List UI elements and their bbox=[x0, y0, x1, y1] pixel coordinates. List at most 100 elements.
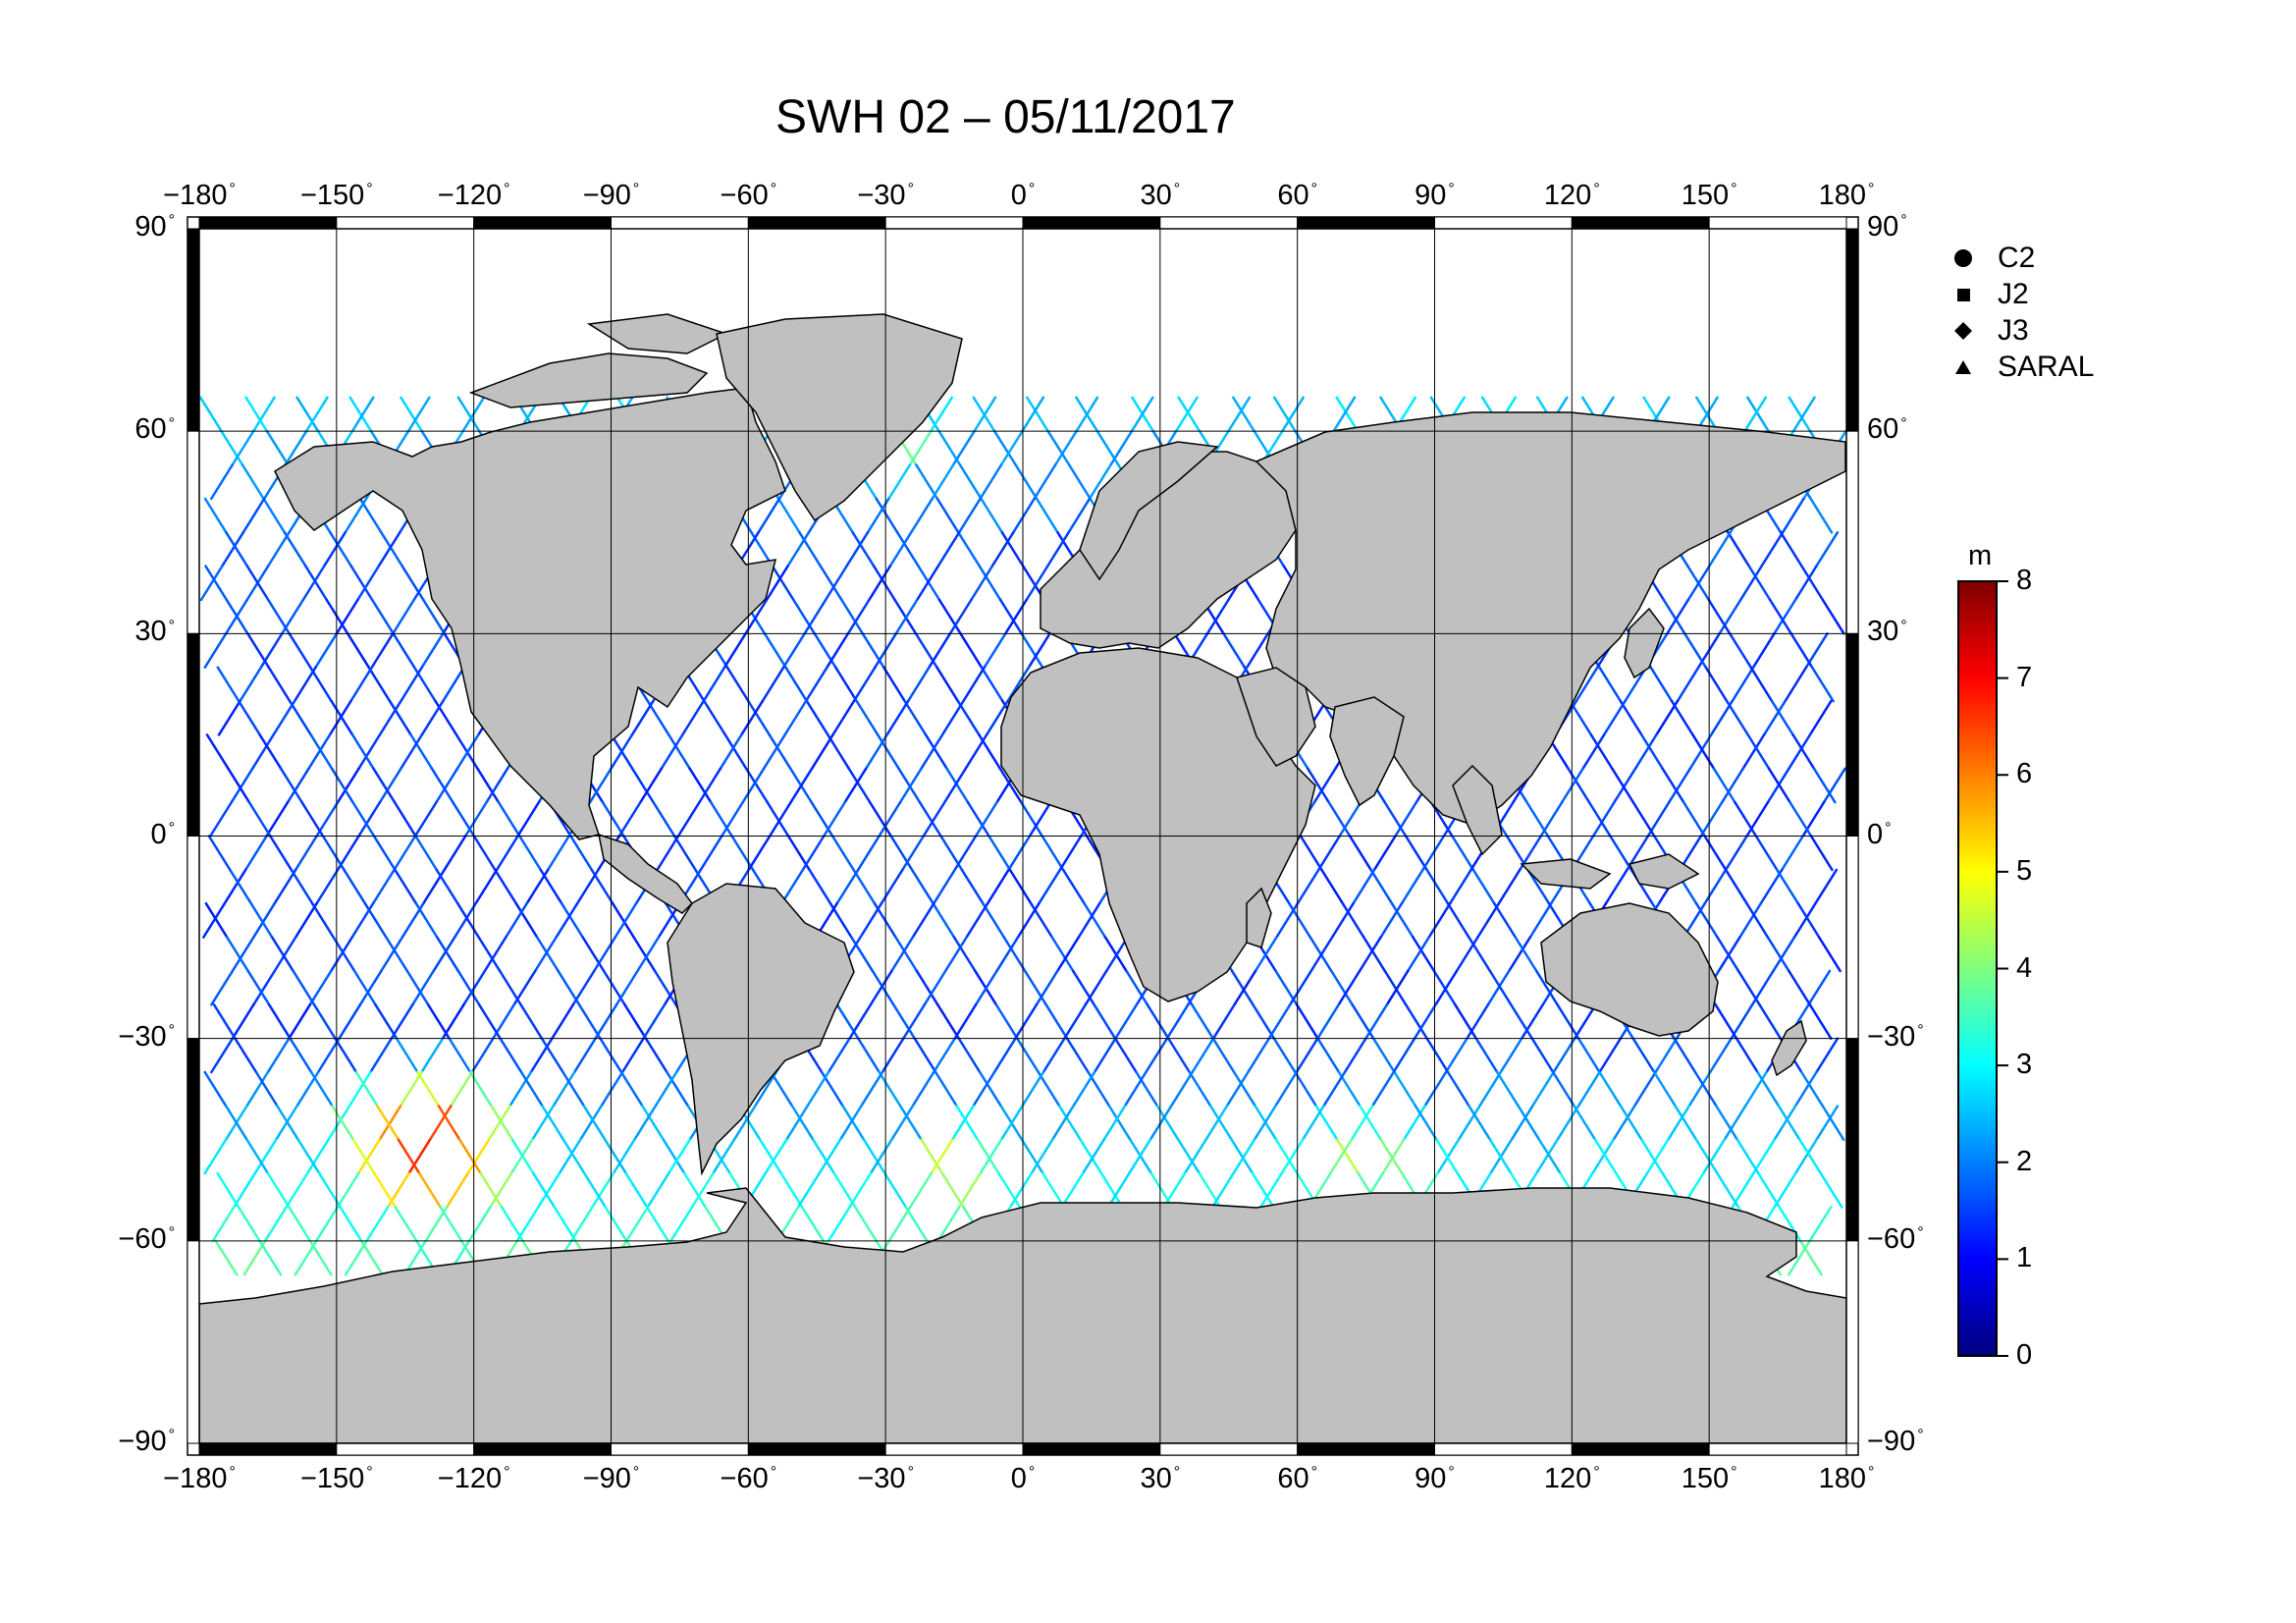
track-segment bbox=[841, 1105, 866, 1142]
track-segment bbox=[1335, 396, 1360, 433]
legend-item-saral: SARAL bbox=[1949, 349, 2094, 385]
track-segment bbox=[376, 1105, 400, 1142]
track-segment bbox=[652, 800, 676, 838]
track-segment bbox=[824, 565, 848, 602]
track-segment bbox=[1493, 901, 1518, 939]
track-segment bbox=[1703, 868, 1728, 905]
track-segment bbox=[204, 901, 229, 939]
track-segment bbox=[1604, 868, 1629, 905]
track-segment bbox=[783, 699, 808, 736]
track-segment bbox=[922, 800, 946, 838]
track-segment bbox=[241, 497, 266, 534]
track-segment bbox=[1673, 1037, 1697, 1074]
track-segment bbox=[448, 1037, 472, 1074]
track-segment bbox=[252, 901, 276, 939]
track-segment bbox=[487, 1105, 511, 1142]
track-segment bbox=[744, 598, 769, 635]
track-segment bbox=[409, 733, 434, 771]
track-segment bbox=[1674, 1105, 1698, 1142]
track-segment bbox=[940, 699, 965, 736]
track-segment bbox=[1735, 1037, 1759, 1074]
track-segment bbox=[935, 497, 960, 534]
track-segment bbox=[541, 1105, 565, 1142]
track-segment bbox=[1793, 1070, 1818, 1108]
track-segment bbox=[330, 936, 353, 973]
track-segment bbox=[1272, 396, 1297, 433]
track-segment bbox=[646, 699, 670, 736]
track-segment bbox=[757, 497, 781, 534]
track-segment bbox=[1602, 699, 1627, 736]
track-segment bbox=[1412, 936, 1436, 973]
track-segment bbox=[818, 1138, 842, 1175]
track-segment bbox=[372, 767, 397, 804]
axis-tick-label: −90 ° bbox=[1867, 1426, 1924, 1457]
track-segment bbox=[1232, 1138, 1256, 1175]
track-segment bbox=[931, 463, 955, 501]
track-segment bbox=[703, 699, 727, 736]
track-segment bbox=[1619, 699, 1643, 736]
track-segment bbox=[279, 767, 303, 804]
track-segment bbox=[709, 800, 733, 838]
track-segment bbox=[1155, 1105, 1180, 1142]
track-segment bbox=[894, 936, 919, 973]
track-segment bbox=[1316, 1037, 1341, 1074]
track-segment bbox=[909, 497, 934, 534]
track-segment bbox=[588, 767, 613, 804]
track-segment bbox=[1649, 666, 1674, 703]
frame-segment bbox=[611, 216, 749, 230]
track-segment bbox=[1716, 936, 1740, 973]
track-segment bbox=[1020, 1138, 1044, 1175]
track-segment bbox=[845, 531, 870, 568]
track-segment bbox=[1390, 901, 1415, 939]
track-segment bbox=[747, 699, 772, 736]
track-segment bbox=[712, 1138, 736, 1175]
track-segment bbox=[861, 632, 885, 669]
track-segment bbox=[1088, 463, 1112, 501]
legend-item-c2: C2 bbox=[1949, 240, 2094, 276]
track-segment bbox=[864, 733, 888, 771]
track-segment bbox=[624, 1171, 649, 1209]
track-segment bbox=[1371, 1037, 1396, 1074]
track-segment bbox=[593, 936, 616, 973]
track-segment bbox=[217, 699, 241, 736]
track-segment bbox=[1759, 868, 1784, 905]
track-segment bbox=[768, 733, 792, 771]
track-segment bbox=[951, 429, 976, 466]
track-segment bbox=[1002, 936, 1027, 973]
track-segment bbox=[288, 632, 312, 669]
track-segment bbox=[414, 835, 439, 872]
track-segment bbox=[1014, 1003, 1039, 1040]
axis-tick-label: 30 ° bbox=[1140, 180, 1181, 211]
track-segment bbox=[1766, 936, 1790, 973]
track-segment bbox=[610, 733, 634, 771]
track-segment bbox=[1743, 1070, 1768, 1108]
track-segment bbox=[405, 969, 430, 1006]
track-segment bbox=[420, 632, 445, 669]
axis-tick-label: 30 ° bbox=[1140, 1463, 1181, 1494]
track-segment bbox=[979, 463, 1003, 501]
axis-tick-label: −60 ° bbox=[1867, 1222, 1924, 1255]
track-segment bbox=[928, 632, 952, 669]
track-segment bbox=[531, 1105, 555, 1142]
frame-segment bbox=[1845, 836, 1859, 1040]
track-segment bbox=[740, 699, 765, 736]
track-segment bbox=[1576, 1037, 1601, 1074]
track-segment bbox=[1104, 936, 1129, 973]
track-segment bbox=[1035, 969, 1059, 1006]
track-segment bbox=[730, 835, 755, 872]
track-segment bbox=[1741, 733, 1766, 771]
track-segment bbox=[930, 1138, 954, 1175]
track-segment bbox=[985, 699, 1009, 736]
track-segment bbox=[897, 767, 922, 804]
track-segment bbox=[202, 901, 227, 939]
track-segment bbox=[1174, 396, 1199, 433]
track-segment bbox=[385, 936, 409, 973]
track-segment bbox=[1593, 1138, 1618, 1175]
track-segment bbox=[1688, 733, 1713, 771]
track-segment bbox=[796, 1171, 821, 1209]
track-segment bbox=[1735, 1138, 1760, 1175]
frame-segment bbox=[1708, 216, 1847, 230]
track-segment bbox=[1113, 1037, 1138, 1074]
track-segment bbox=[1067, 497, 1092, 534]
track-segment bbox=[1337, 969, 1362, 1006]
